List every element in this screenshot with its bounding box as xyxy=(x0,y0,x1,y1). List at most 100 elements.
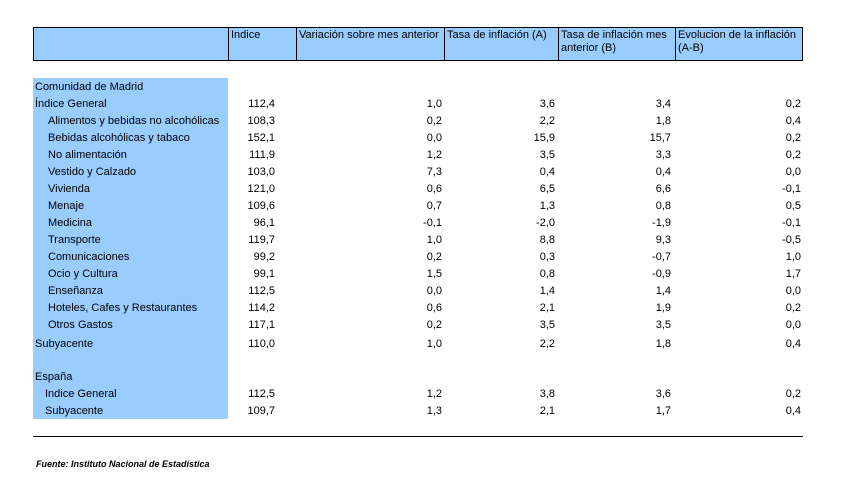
row-label: Medicina xyxy=(48,217,93,229)
cell-variacion: 1,5 xyxy=(426,268,442,280)
table-row: Comunicaciones 99,2 0,2 0,3 -0,7 1,0 xyxy=(33,249,803,266)
cell-indice: 108,3 xyxy=(247,115,275,127)
cell-indice: 119,7 xyxy=(248,234,275,246)
cell-evolucion: 0,0 xyxy=(785,166,801,178)
table-row: Vestido y Calzado 103,0 7,3 0,4 0,4 0,0 xyxy=(33,164,803,181)
cell-variacion: 0,0 xyxy=(426,132,442,144)
cell-variacion: 1,0 xyxy=(426,338,442,350)
row-label: Comunicaciones xyxy=(48,251,130,263)
cell-tasa-a: -2,0 xyxy=(536,217,555,229)
cell-tasa-a: 2,2 xyxy=(539,115,555,127)
cell-indice: 111,9 xyxy=(249,149,275,161)
cell-evolucion: 0,4 xyxy=(785,338,801,350)
cell-evolucion: 0,2 xyxy=(785,132,801,144)
cell-tasa-b: 1,8 xyxy=(655,115,671,127)
cell-tasa-a: 3,8 xyxy=(539,388,555,400)
cell-tasa-a: 2,1 xyxy=(539,302,555,314)
header-tasa-a: Tasa de inflación (A) xyxy=(444,28,558,60)
table-row: No alimentación 111,9 1,2 3,5 3,3 0,2 xyxy=(33,147,803,164)
row-label: Vestido y Calzado xyxy=(48,166,137,178)
cell-tasa-a: 2,1 xyxy=(539,405,555,417)
table-row: Bebidas alcohólicas y tabaco 152,1 0,0 15,9… xyxy=(33,130,803,147)
row-label: Índice General xyxy=(35,98,107,110)
cell-variacion: 1,0 xyxy=(426,234,442,246)
cell-tasa-b: -0,7 xyxy=(652,251,671,263)
header-spacer xyxy=(34,28,228,60)
cell-tasa-b: 3,3 xyxy=(655,149,671,161)
cell-evolucion: 0,0 xyxy=(785,285,801,297)
cell-tasa-b: 0,4 xyxy=(655,166,671,178)
row-label: Indice General xyxy=(45,388,117,400)
cell-indice: 112,5 xyxy=(248,285,275,297)
cell-evolucion: 0,5 xyxy=(785,200,801,212)
cell-variacion: -0,1 xyxy=(423,217,442,229)
cell-indice: 99,2 xyxy=(253,251,275,263)
cell-evolucion: 0,2 xyxy=(785,388,801,400)
table-header: Indice Variación sobre mes anterior Tasa… xyxy=(33,27,803,61)
cell-tasa-a: 0,3 xyxy=(539,251,555,263)
table-row: Enseñanza 112,5 0,0 1,4 1,4 0,0 xyxy=(33,283,803,300)
cell-evolucion: -0,1 xyxy=(782,183,801,195)
cell-evolucion: -0,1 xyxy=(782,217,801,229)
row-label: Transporte xyxy=(48,234,101,246)
cell-tasa-b: 3,5 xyxy=(655,319,671,331)
cell-tasa-a: 8,8 xyxy=(539,234,555,246)
cell-indice: 96,1 xyxy=(253,217,275,229)
cell-variacion: 0,7 xyxy=(426,200,442,212)
cell-variacion: 0,2 xyxy=(426,319,442,331)
row-label: Menaje xyxy=(48,200,85,212)
section-title: España xyxy=(35,371,73,383)
cell-indice: 117,1 xyxy=(248,319,275,331)
cell-tasa-b: -1,9 xyxy=(652,217,671,229)
cell-indice: 114,2 xyxy=(248,302,275,314)
cell-variacion: 0,6 xyxy=(426,302,442,314)
cell-indice: 112,4 xyxy=(248,98,275,110)
cell-tasa-a: 3,5 xyxy=(539,149,555,161)
table-row-subyacente-madrid: Subyacente 110,0 1,0 2,2 1,8 0,4 xyxy=(33,336,803,353)
table-row: Alimentos y bebidas no alcohólicas 108,3 0… xyxy=(33,113,803,130)
table-row: Índice General 112,4 1,0 3,6 3,4 0,2 xyxy=(33,96,803,113)
cell-evolucion: 1,0 xyxy=(785,251,801,263)
cell-tasa-b: 1,9 xyxy=(655,302,671,314)
cell-evolucion: 0,2 xyxy=(785,98,801,110)
cell-tasa-b: 9,3 xyxy=(655,234,671,246)
cell-tasa-b: 1,8 xyxy=(655,338,671,350)
cell-indice: 112,5 xyxy=(248,388,275,400)
table-row: Otros Gastos 117,1 0,2 3,5 3,5 0,0 xyxy=(33,317,803,334)
cell-tasa-b: 6,6 xyxy=(655,183,671,195)
header-indice: Indice xyxy=(228,28,296,60)
header-variacion: Variación sobre mes anterior xyxy=(296,28,444,60)
table-row: Menaje 109,6 0,7 1,3 0,8 0,5 xyxy=(33,198,803,215)
cell-indice: 110,0 xyxy=(248,338,275,350)
section-title: Comunidad de Madrid xyxy=(35,81,144,93)
cell-tasa-b: 1,4 xyxy=(655,285,671,297)
cell-evolucion: 1,7 xyxy=(785,268,801,280)
row-label: No alimentación xyxy=(48,149,127,161)
cell-variacion: 7,3 xyxy=(426,166,442,178)
label-column-background xyxy=(33,78,228,419)
cell-evolucion: 0,4 xyxy=(785,405,801,417)
cell-tasa-b: 3,4 xyxy=(655,98,671,110)
cell-indice: 99,1 xyxy=(253,268,275,280)
table-row: Indice General 112,5 1,2 3,8 3,6 0,2 xyxy=(33,386,803,403)
cell-variacion: 1,2 xyxy=(426,388,442,400)
cell-indice: 109,7 xyxy=(247,405,275,417)
cell-evolucion: 0,2 xyxy=(785,302,801,314)
row-label: Hoteles, Cafes y Restaurantes xyxy=(48,302,198,314)
cell-tasa-a: 0,8 xyxy=(539,268,555,280)
row-label: Enseñanza xyxy=(48,285,104,297)
section-title-madrid: Comunidad de Madrid xyxy=(33,79,803,96)
cell-variacion: 1,3 xyxy=(426,405,442,417)
cell-tasa-a: 6,5 xyxy=(539,183,555,195)
cell-variacion: 0,6 xyxy=(426,183,442,195)
row-label: Vivienda xyxy=(48,183,90,195)
section-title-espana: España xyxy=(33,369,803,386)
cell-tasa-a: 2,2 xyxy=(539,338,555,350)
header-tasa-b: Tasa de inflación mes anterior (B) xyxy=(558,28,675,60)
cell-tasa-b: 1,7 xyxy=(655,405,671,417)
cell-tasa-a: 3,5 xyxy=(539,319,555,331)
cell-tasa-a: 0,4 xyxy=(539,166,555,178)
cell-evolucion: 0,0 xyxy=(785,319,801,331)
cell-indice: 103,0 xyxy=(247,166,275,178)
row-label: Subyacente xyxy=(35,338,94,350)
